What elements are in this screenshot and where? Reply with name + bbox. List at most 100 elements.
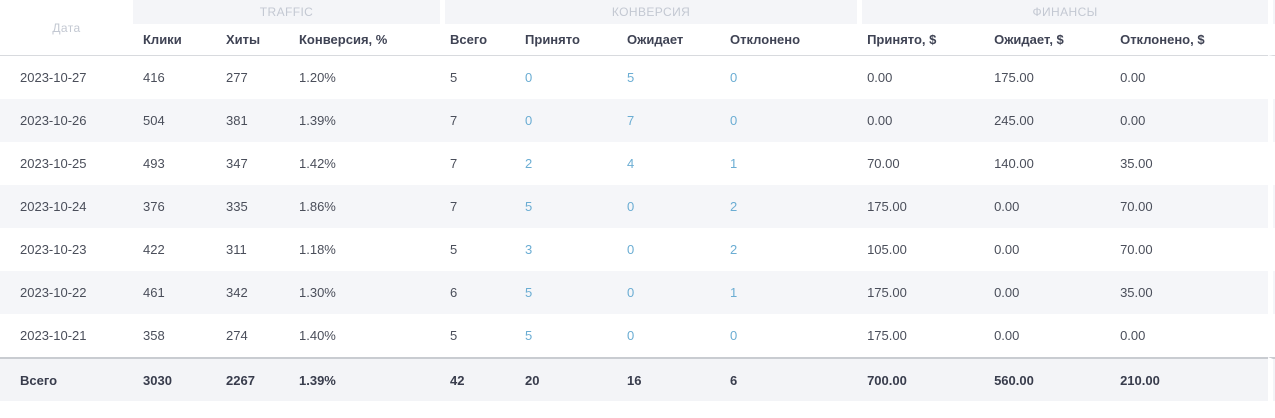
cell-pending-link[interactable]: 0 — [627, 242, 635, 257]
column-header-accepted-usd: Принято, $ — [857, 24, 985, 56]
daily-statistics-table: Дата TRAFFIC КОНВЕРСИЯ ФИНАНСЫ Клики Хит… — [0, 0, 1275, 401]
column-header-declined: Отклонено — [720, 24, 858, 56]
cell-pending-usd: 0.00 — [994, 328, 1020, 343]
cell-accepted-usd: 175.00 — [867, 199, 907, 214]
group-header-cutoff-strip — [1268, 0, 1275, 24]
cell-conversion: 1.39% — [299, 113, 336, 128]
cell-hits: 274 — [226, 328, 248, 343]
column-header-hits: Хиты — [216, 24, 289, 56]
cell-clicks: 461 — [143, 285, 165, 300]
cell-clicks: 358 — [143, 328, 165, 343]
cell-hits: 342 — [226, 285, 248, 300]
cell-declined-link[interactable]: 0 — [730, 328, 738, 343]
cell-pending-usd: 0.00 — [994, 199, 1020, 214]
totals-declined-usd: 210.00 — [1110, 357, 1269, 401]
cell-accepted-link[interactable]: 2 — [525, 156, 533, 171]
cell-pending-usd: 175.00 — [994, 70, 1034, 85]
totals-accepted: 20 — [515, 357, 618, 401]
row-cutoff-strip — [1268, 314, 1275, 357]
totals-pending-usd: 560.00 — [984, 357, 1111, 401]
cell-accepted-link[interactable]: 5 — [525, 199, 533, 214]
table-row: 2023-10-24 376 335 1.86% 7 5 0 2 175.00 … — [0, 185, 1275, 228]
row-cutoff-strip — [1268, 228, 1275, 271]
cell-accepted-link[interactable]: 5 — [525, 285, 533, 300]
cell-accepted-usd: 105.00 — [867, 242, 907, 257]
cell-conversion: 1.20% — [299, 70, 336, 85]
column-header-row: Клики Хиты Конверсия, % Всего Принято Ож… — [0, 24, 1275, 56]
cell-declined-link[interactable]: 2 — [730, 199, 738, 214]
column-header-accepted: Принято — [515, 24, 618, 56]
cell-pending-usd: 245.00 — [994, 113, 1034, 128]
column-header-declined-usd: Отклонено, $ — [1110, 24, 1269, 56]
row-cutoff-strip — [1268, 271, 1275, 314]
cell-total: 5 — [450, 328, 458, 343]
cell-pending-link[interactable]: 5 — [627, 70, 635, 85]
cell-declined-link[interactable]: 0 — [730, 70, 738, 85]
column-header-clicks: Клики — [133, 24, 216, 56]
table-row: 2023-10-22 461 342 1.30% 6 5 0 1 175.00 … — [0, 271, 1275, 314]
cell-hits: 277 — [226, 70, 248, 85]
group-header-finance: ФИНАНСЫ — [857, 0, 1269, 24]
table-row: 2023-10-26 504 381 1.39% 7 0 7 0 0.00 24… — [0, 99, 1275, 142]
column-header-pending-usd: Ожидает, $ — [984, 24, 1111, 56]
cell-date: 2023-10-24 — [20, 199, 87, 214]
totals-cutoff-strip — [1268, 357, 1275, 401]
cell-total: 5 — [450, 242, 458, 257]
cell-accepted-usd: 175.00 — [867, 285, 907, 300]
row-cutoff-strip — [1268, 142, 1275, 185]
row-cutoff-strip — [1268, 99, 1275, 142]
cell-pending-link[interactable]: 0 — [627, 328, 635, 343]
cell-accepted-usd: 0.00 — [867, 70, 893, 85]
cell-pending-link[interactable]: 0 — [627, 285, 635, 300]
cell-declined-usd: 0.00 — [1120, 113, 1146, 128]
column-header-cutoff-strip — [1268, 24, 1275, 56]
cell-declined-link[interactable]: 1 — [730, 156, 738, 171]
cell-total: 7 — [450, 113, 458, 128]
cell-declined-usd: 35.00 — [1120, 156, 1153, 171]
cell-total: 5 — [450, 70, 458, 85]
table-row: 2023-10-27 416 277 1.20% 5 0 5 0 0.00 17… — [0, 56, 1275, 99]
cell-pending-usd: 0.00 — [994, 285, 1020, 300]
cell-pending-usd: 0.00 — [994, 242, 1020, 257]
cell-clicks: 416 — [143, 70, 165, 85]
cell-declined-usd: 0.00 — [1120, 328, 1146, 343]
cell-accepted-usd: 0.00 — [867, 113, 893, 128]
cell-declined-link[interactable]: 0 — [730, 113, 738, 128]
totals-hits: 2267 — [216, 357, 289, 401]
cell-accepted-link[interactable]: 0 — [525, 113, 533, 128]
cell-pending-link[interactable]: 4 — [627, 156, 635, 171]
cell-conversion: 1.18% — [299, 242, 336, 257]
totals-total: 42 — [440, 357, 516, 401]
cell-pending-link[interactable]: 0 — [627, 199, 635, 214]
cell-clicks: 504 — [143, 113, 165, 128]
cell-total: 7 — [450, 199, 458, 214]
cell-clicks: 376 — [143, 199, 165, 214]
cell-pending-usd: 140.00 — [994, 156, 1034, 171]
table-row: 2023-10-21 358 274 1.40% 5 5 0 0 175.00 … — [0, 314, 1275, 357]
cell-accepted-link[interactable]: 5 — [525, 328, 533, 343]
group-header-row: Дата TRAFFIC КОНВЕРСИЯ ФИНАНСЫ — [0, 0, 1275, 56]
cell-conversion: 1.86% — [299, 199, 336, 214]
row-cutoff-strip — [1268, 185, 1275, 228]
cell-accepted-link[interactable]: 0 — [525, 70, 533, 85]
cell-total: 7 — [450, 156, 458, 171]
table-body: 2023-10-27 416 277 1.20% 5 0 5 0 0.00 17… — [0, 56, 1275, 357]
cell-date: 2023-10-21 — [20, 328, 87, 343]
totals-accepted-usd: 700.00 — [857, 357, 985, 401]
cell-accepted-link[interactable]: 3 — [525, 242, 533, 257]
column-header-pending: Ожидает — [617, 24, 721, 56]
cell-declined-usd: 35.00 — [1120, 285, 1153, 300]
cell-date: 2023-10-26 — [20, 113, 87, 128]
cell-declined-link[interactable]: 1 — [730, 285, 738, 300]
cell-clicks: 493 — [143, 156, 165, 171]
cell-clicks: 422 — [143, 242, 165, 257]
cell-declined-usd: 0.00 — [1120, 70, 1146, 85]
cell-date: 2023-10-23 — [20, 242, 87, 257]
cell-accepted-usd: 70.00 — [867, 156, 900, 171]
cell-date: 2023-10-27 — [20, 70, 87, 85]
cell-pending-link[interactable]: 7 — [627, 113, 635, 128]
cell-date: 2023-10-25 — [20, 156, 87, 171]
group-header-conversion: КОНВЕРСИЯ — [440, 0, 858, 24]
cell-declined-link[interactable]: 2 — [730, 242, 738, 257]
